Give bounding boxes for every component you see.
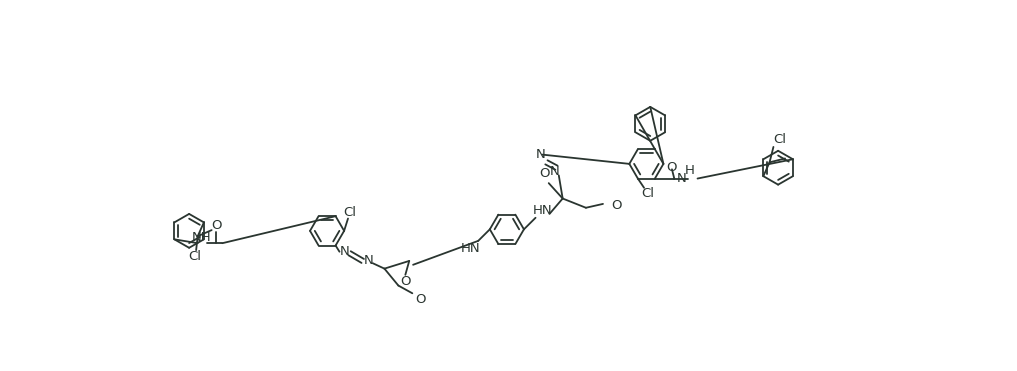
Text: O: O bbox=[667, 161, 677, 174]
Text: N: N bbox=[677, 172, 686, 185]
Text: HN: HN bbox=[461, 242, 480, 255]
Text: N: N bbox=[536, 148, 546, 161]
Text: N: N bbox=[550, 165, 559, 178]
Text: NH: NH bbox=[192, 231, 212, 244]
Text: N: N bbox=[340, 245, 350, 258]
Text: Cl: Cl bbox=[773, 133, 786, 146]
Text: Cl: Cl bbox=[642, 187, 654, 200]
Text: O: O bbox=[611, 199, 622, 212]
Text: Cl: Cl bbox=[343, 206, 356, 219]
Text: H: H bbox=[684, 164, 695, 177]
Text: O: O bbox=[415, 293, 425, 306]
Text: N: N bbox=[363, 255, 373, 267]
Text: O: O bbox=[211, 219, 222, 232]
Text: O: O bbox=[540, 167, 550, 180]
Text: O: O bbox=[400, 275, 411, 288]
Text: Cl: Cl bbox=[188, 250, 201, 263]
Text: HN: HN bbox=[533, 204, 553, 217]
